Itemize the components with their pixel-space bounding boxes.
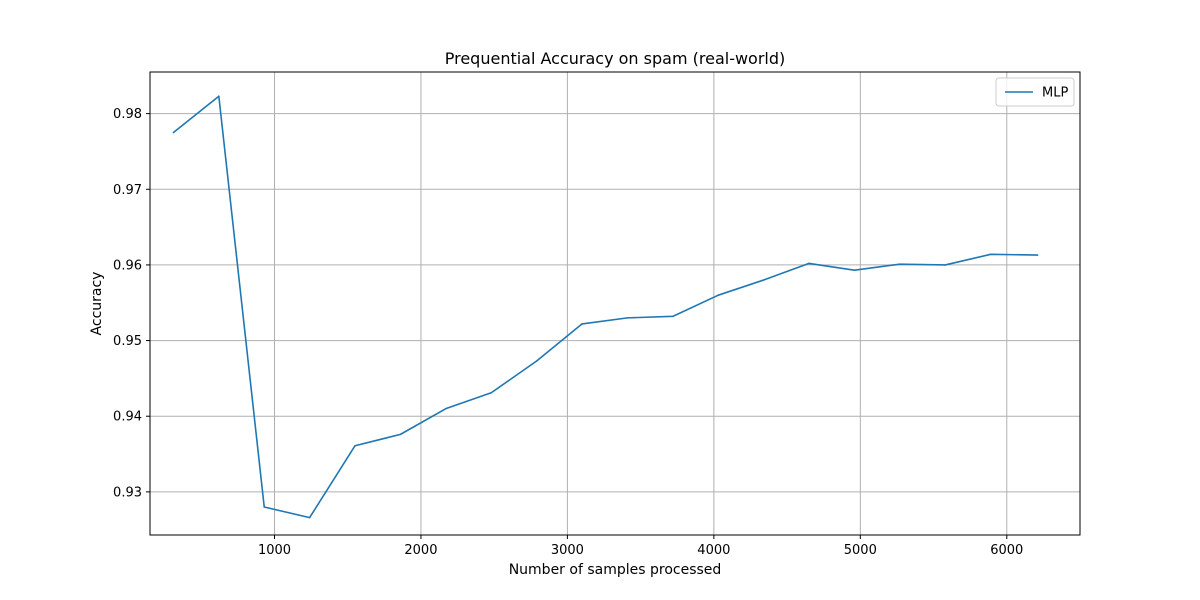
data-point bbox=[581, 323, 583, 325]
y-tick-label: 0.95 bbox=[113, 334, 142, 349]
data-point bbox=[989, 253, 992, 256]
data-point bbox=[762, 279, 765, 281]
data-point bbox=[808, 262, 810, 265]
y-tick-label: 0.96 bbox=[113, 258, 142, 273]
legend: MLP bbox=[995, 77, 1075, 107]
y-axis-title: Accuracy bbox=[89, 272, 105, 336]
data-point bbox=[308, 516, 311, 519]
x-tick-label: 2000 bbox=[404, 543, 437, 558]
y-tick-label: 0.94 bbox=[113, 410, 142, 425]
data-point bbox=[853, 269, 856, 272]
x-tick-label: 5000 bbox=[844, 543, 877, 558]
data-point bbox=[626, 317, 629, 319]
data-point bbox=[445, 407, 447, 410]
data-point bbox=[218, 95, 220, 98]
x-tick-label: 4000 bbox=[697, 543, 730, 558]
data-point bbox=[899, 263, 901, 265]
data-point bbox=[717, 294, 720, 296]
ticks: 1000 2000 3000 4000 5000 6000 0.93 0.94 0.95 0.96… bbox=[113, 107, 1023, 558]
series-layer bbox=[172, 95, 1039, 519]
data-point bbox=[490, 391, 493, 394]
plot-frame bbox=[149, 71, 1081, 536]
data-point bbox=[1036, 254, 1039, 256]
data-point bbox=[172, 131, 175, 134]
legend-box bbox=[995, 77, 1075, 107]
x-tick-label: 3000 bbox=[551, 543, 584, 558]
data-point bbox=[354, 444, 356, 447]
y-tick-label: 0.97 bbox=[113, 183, 142, 198]
legend-label-mlp: MLP bbox=[1042, 86, 1068, 101]
x-axis-title: Number of samples processed bbox=[509, 562, 722, 578]
y-tick-label: 0.93 bbox=[113, 485, 142, 500]
data-point bbox=[944, 264, 947, 266]
data-point bbox=[672, 315, 674, 318]
series-line-mlp bbox=[172, 95, 1038, 519]
x-tick-label: 1000 bbox=[258, 543, 291, 558]
data-point bbox=[263, 506, 266, 508]
y-tick-label: 0.98 bbox=[113, 107, 142, 122]
chart-title: Prequential Accuracy on spam (real-world… bbox=[445, 49, 786, 68]
data-point bbox=[535, 360, 538, 362]
x-tick-label: 6000 bbox=[990, 543, 1023, 558]
data-point bbox=[399, 433, 402, 436]
